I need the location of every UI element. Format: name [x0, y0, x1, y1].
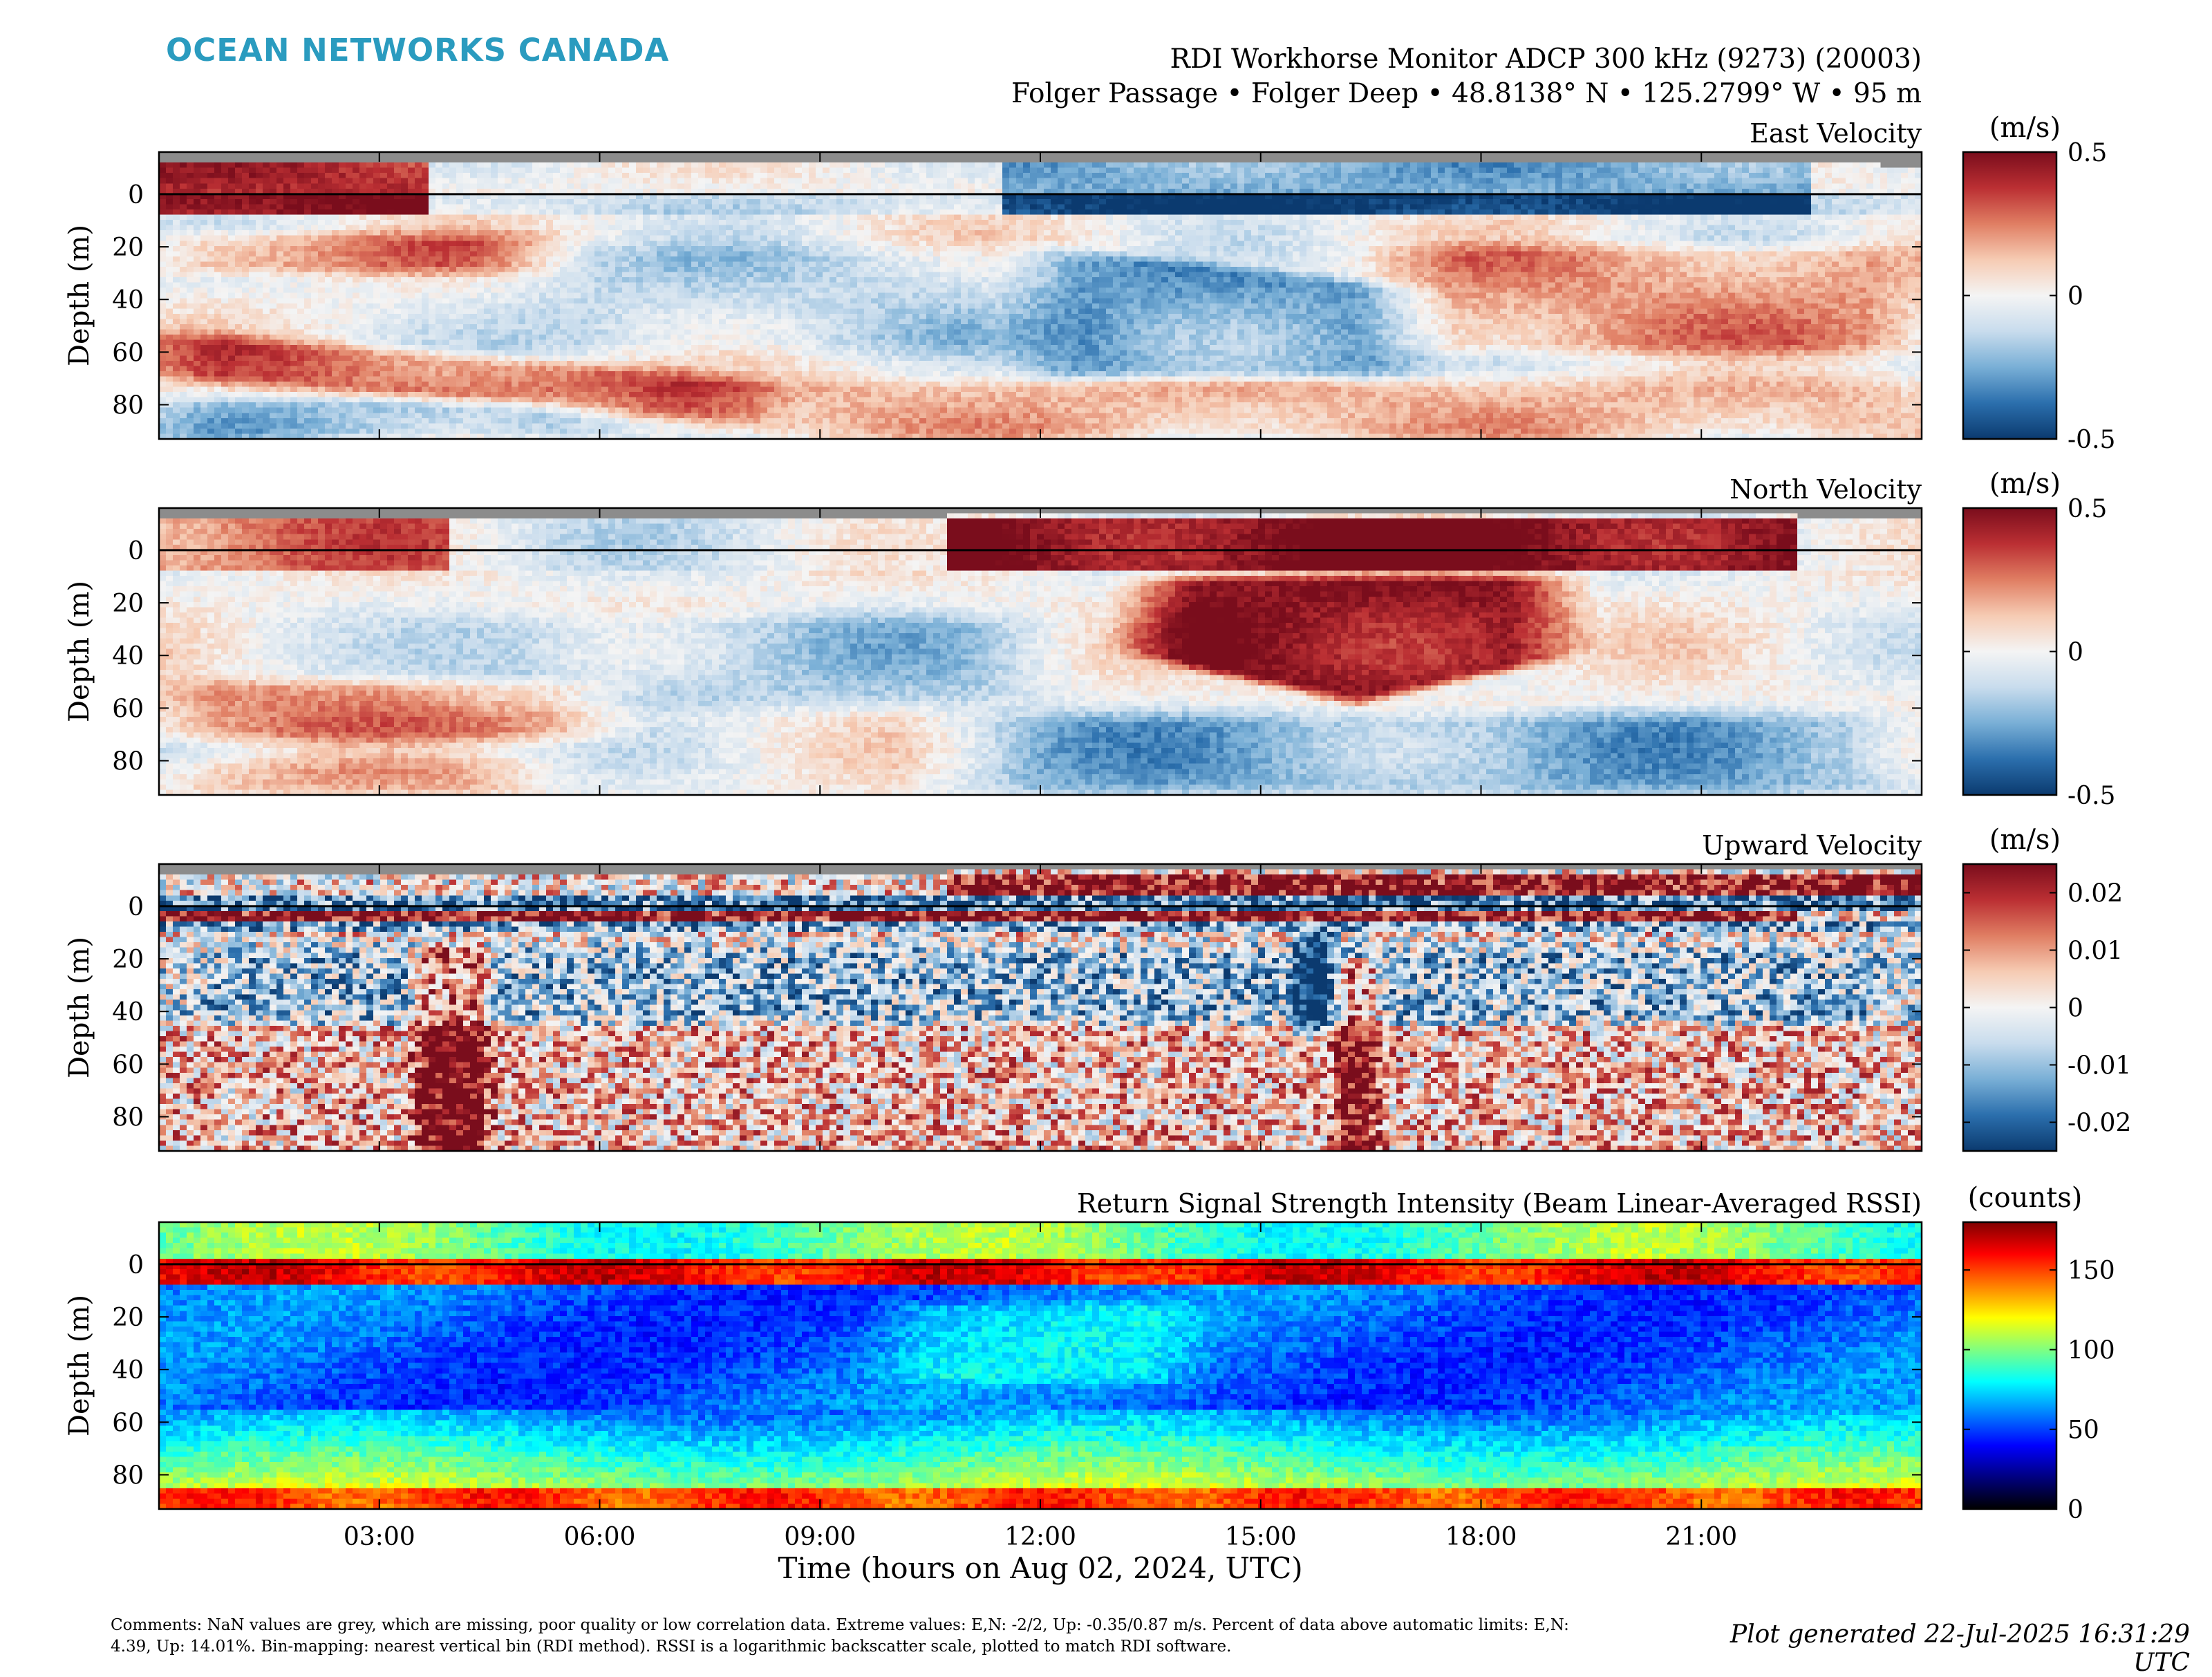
colorbar-tick-label: -0.01: [2068, 1052, 2131, 1080]
colorbar-tick-label: 0.5: [2068, 495, 2107, 523]
y-axis-label: Depth (m): [64, 225, 95, 366]
y-tick-label: 20: [112, 1304, 144, 1332]
colorbar-tick-label: 100: [2068, 1336, 2115, 1365]
y-tick-label: 80: [112, 1462, 144, 1490]
colorbar-3: 0.02 0.01 0 -0.01 -0.02 (m/s): [1963, 824, 2131, 1151]
y-tick-label: 20: [112, 234, 144, 262]
colorbar-4: 150 100 50 0 (counts): [1963, 1182, 2115, 1524]
colorbar-tick-label: 0: [2068, 1496, 2083, 1524]
panel-2: North Velocity 0 20 40 60 80 Depth (m) 0.5 0 -0.5…: [64, 468, 2115, 810]
colorbar-2: 0.5 0 -0.5 (m/s): [1963, 468, 2115, 810]
y-tick-label: 80: [112, 748, 144, 776]
colorbar-tick-label: 0: [2068, 283, 2083, 311]
plot-generated-stamp: Plot generated 22-Jul-2025 16:31:29 UTC: [1720, 1620, 2190, 1677]
brand-logo-text: OCEAN NETWORKS CANADA: [166, 32, 669, 68]
y-tick-label: 0: [128, 181, 144, 209]
y-tick-label: 0: [128, 893, 144, 921]
adcp-figure: OCEAN NETWORKS CANADA RDI Workhorse Moni…: [0, 0, 2212, 1659]
panel-title: East Velocity: [1750, 118, 1922, 149]
colorbar-unit: (counts): [1968, 1182, 2083, 1214]
panel-4: Return Signal Strength Intensity (Beam L…: [64, 1182, 2115, 1585]
colorbar-1: 0.5 0 -0.5 (m/s): [1963, 112, 2115, 454]
x-tick-label: 12:00: [1004, 1523, 1076, 1551]
x-axis-label: Time (hours on Aug 02, 2024, UTC): [778, 1551, 1302, 1585]
figure-subtitle: Folger Passage • Folger Deep • 48.8138° …: [1011, 78, 1922, 109]
x-tick-label: 21:00: [1665, 1523, 1737, 1551]
y-tick-label: 60: [112, 1409, 144, 1437]
y-tick-label: 60: [112, 339, 144, 367]
y-tick-label: 60: [112, 695, 144, 723]
y-axis-label: Depth (m): [64, 1295, 95, 1436]
colorbar-tick-label: 0.01: [2068, 937, 2123, 966]
x-tick-label: 18:00: [1445, 1523, 1517, 1551]
x-tick-label: 03:00: [344, 1523, 415, 1551]
y-tick-label: 40: [112, 1356, 144, 1385]
colorbar-tick-label: -0.5: [2068, 426, 2115, 454]
figure-title: RDI Workhorse Monitor ADCP 300 kHz (9273…: [1170, 44, 1922, 75]
y-tick-label: 0: [128, 1251, 144, 1280]
colorbar-tick-label: 0: [2068, 639, 2083, 667]
y-tick-label: 80: [112, 392, 144, 420]
y-tick-label: 0: [128, 537, 144, 565]
colorbar-tick-label: -0.02: [2068, 1109, 2131, 1138]
y-tick-label: 40: [112, 286, 144, 315]
x-tick-label: 09:00: [784, 1523, 856, 1551]
y-tick-label: 40: [112, 998, 144, 1027]
y-tick-label: 80: [112, 1104, 144, 1132]
panel-title: Upward Velocity: [1702, 830, 1922, 861]
panel-1: East Velocity 0 20 40 60 80 Depth (m) 0.5 0 -0.5 (…: [64, 112, 2115, 454]
y-tick-label: 40: [112, 642, 144, 671]
colorbar-tick-label: 0: [2068, 995, 2083, 1023]
colorbar-tick-label: 0.5: [2068, 139, 2107, 167]
colorbar-unit: (m/s): [1989, 112, 2061, 144]
y-axis-label: Depth (m): [64, 937, 95, 1078]
colorbar-unit: (m/s): [1989, 468, 2061, 500]
y-tick-label: 20: [112, 590, 144, 618]
x-tick-label: 15:00: [1225, 1523, 1297, 1551]
y-axis-label: Depth (m): [64, 581, 95, 722]
x-tick-label: 06:00: [564, 1523, 636, 1551]
comments-note: Comments: NaN values are grey, which are…: [111, 1615, 1604, 1658]
colorbar-tick-label: 50: [2068, 1416, 2099, 1445]
y-tick-label: 20: [112, 946, 144, 974]
colorbar-unit: (m/s): [1989, 824, 2061, 856]
colorbar-tick-label: -0.5: [2068, 782, 2115, 810]
colorbar-tick-label: 0.02: [2068, 880, 2123, 908]
y-tick-label: 60: [112, 1051, 144, 1079]
panel-title: Return Signal Strength Intensity (Beam L…: [1077, 1188, 1922, 1219]
colorbar-tick-label: 150: [2068, 1257, 2115, 1285]
panel-title: North Velocity: [1730, 474, 1922, 505]
